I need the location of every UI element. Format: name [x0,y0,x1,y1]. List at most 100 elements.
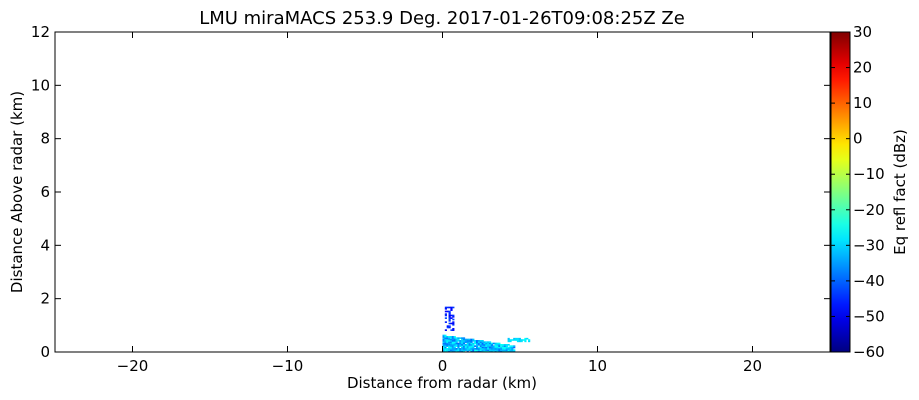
echo-cell [472,349,475,351]
echo-cell [449,349,453,351]
echo-cell [461,349,464,351]
echo-cell [481,341,484,343]
echo-cell [450,322,453,325]
echo-cell [466,341,469,343]
echo-cell [446,344,449,346]
echo-cell [451,342,454,345]
echo-cell [453,337,456,339]
x-tick-label: 20 [743,357,762,375]
colorbar-tick-label: 10 [853,94,872,112]
echo-cell [487,342,490,345]
echo-cell [498,348,501,350]
echo-cell [503,346,507,349]
echo-cell [452,328,455,330]
echo-cell [448,313,451,315]
echo-cell [490,346,494,349]
echo-cell [459,350,462,352]
echo-cell [483,342,486,345]
colorbar-tick-label: 20 [853,59,872,77]
echo-cell [494,342,497,345]
echo-cell [449,346,453,349]
echo-cell [466,345,469,347]
echo-cell [451,349,454,351]
echo-cell [509,346,512,349]
echo-cell [448,317,451,319]
echo-cell [457,344,460,346]
echo-cell [468,344,471,346]
echo-cell [500,350,503,352]
echo-cell [466,342,469,345]
echo-cell [490,344,494,346]
x-tick-label: 10 [588,357,607,375]
echo-cell [442,350,445,352]
echo-cell [507,349,510,351]
echo-cell [461,342,464,345]
colorbar-tick-label: 30 [853,23,872,41]
echo-cell [455,349,458,351]
echo-cell [451,345,454,347]
echo-cell [492,349,495,351]
echo-cell [475,341,479,343]
echo-cell [520,340,523,343]
echo-cell [464,349,467,351]
echo-cell [466,340,469,342]
echo-cell [451,344,454,346]
echo-cell [466,349,469,351]
echo-cell [448,349,451,351]
echo-cell [448,344,451,346]
echo-cell [470,349,473,351]
echo-cell [462,346,466,349]
echo-cell [489,348,492,350]
echo-cell [448,342,451,345]
echo-cell [477,341,480,343]
echo-cell [505,349,508,351]
echo-cell [448,346,451,349]
echo-cell [492,345,495,347]
y-tick-label: 4 [40,236,50,254]
echo-cell [461,340,464,342]
echo-cell [448,325,451,327]
echo-cell [468,349,471,351]
echo-cell [487,341,490,343]
echo-cell [479,349,482,351]
echo-cell [459,349,462,351]
echo-cell [502,346,505,349]
echo-cell [448,306,451,309]
echo-cell [448,338,451,341]
echo-cell [449,344,453,346]
echo-cell [444,338,447,341]
echo-cell [442,349,445,351]
echo-cell [487,350,490,352]
echo-cell [448,316,451,318]
echo-cell [466,348,469,350]
echo-cell [455,337,458,339]
echo-cell [462,344,466,346]
echo-cell [528,339,531,341]
echo-cell [468,340,471,342]
echo-cell [472,344,475,346]
echo-cell [449,336,453,338]
colorbar-tick-label: −10 [853,165,885,183]
echo-cell [453,336,456,338]
echo-cell [453,349,456,351]
echo-cell [455,338,458,341]
echo-cell [472,350,475,352]
echo-cell [442,348,445,350]
echo-cell [505,348,508,350]
echo-cell [453,348,456,350]
echo-cell [453,342,456,345]
echo-cell [483,344,486,346]
echo-cell [489,344,492,346]
echo-cell [498,349,501,351]
echo-cell [496,348,499,350]
echo-cell [444,340,447,342]
echo-cell [513,346,516,349]
echo-cell [483,341,486,343]
y-tick-label: 0 [40,343,50,361]
echo-region-1 [442,334,516,352]
echo-cell [455,345,458,347]
echo-cell [442,342,445,345]
y-tick-label: 6 [40,183,50,201]
echo-cell [516,337,520,340]
echo-cell [455,344,458,346]
